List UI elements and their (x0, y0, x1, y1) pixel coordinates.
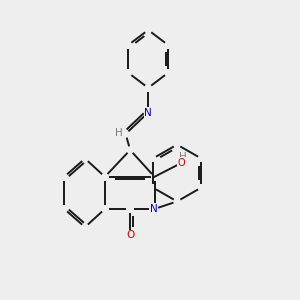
Text: O: O (178, 158, 185, 168)
Text: N: N (144, 107, 152, 118)
Text: H: H (179, 152, 187, 162)
Text: N: N (150, 204, 158, 214)
Text: O: O (126, 230, 134, 240)
Text: H: H (116, 128, 123, 138)
